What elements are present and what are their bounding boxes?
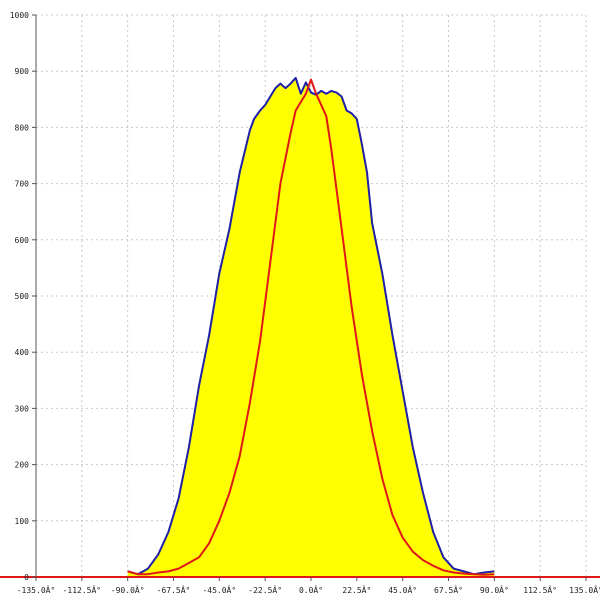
x-tick-label: -112.5Â° [63, 584, 102, 595]
x-tick-label: -22.5Â° [248, 584, 282, 595]
x-tick-label: -67.5Â° [157, 584, 191, 595]
y-tick-label: 200 [15, 461, 30, 470]
series-0-line [127, 76, 495, 576]
line-layer [127, 76, 495, 576]
y-tick-label: 0 [24, 573, 29, 582]
y-tick-label: 900 [15, 67, 30, 76]
x-tick-label: -45.0Â° [202, 584, 236, 595]
y-tick-label: 400 [15, 348, 30, 357]
y-tick-label: 800 [15, 123, 30, 132]
x-tick-label: 22.5Â° [342, 584, 371, 595]
series-0-area [127, 77, 495, 578]
x-tick-label: 67.5Â° [434, 584, 463, 595]
x-tick-label: -135.0Â° [17, 584, 56, 595]
tick-layer: -135.0Â° -112.5Â° -90.0Â° -67.5Â° -45.0Â° -22… [10, 11, 600, 595]
y-tick-label: 1000 [10, 11, 29, 20]
x-tick-label: 112.5Â° [523, 584, 557, 595]
y-tick-label: 500 [15, 292, 30, 301]
y-tick-label: 700 [15, 180, 30, 189]
x-tick-label: 90.0Â° [480, 584, 509, 595]
x-tick-label: 45.0Â° [388, 584, 417, 595]
y-tick-label: 300 [15, 404, 30, 413]
y-tick-label: 100 [15, 517, 30, 526]
x-tick-label: 0.0Â° [299, 584, 323, 595]
x-tick-label: -90.0Â° [111, 584, 145, 595]
area-layer [127, 77, 495, 578]
y-tick-label: 600 [15, 236, 30, 245]
x-tick-label: 135.0Â° [569, 584, 600, 595]
series-1-line [127, 78, 495, 576]
